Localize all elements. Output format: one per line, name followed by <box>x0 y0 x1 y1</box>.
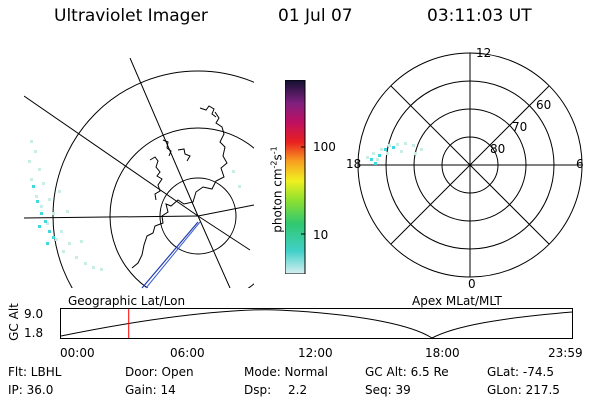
xtick-0600: 06:00 <box>170 346 205 360</box>
dsp-label: Dsp: <box>244 383 272 397</box>
altitude-ylabel: GC Alt <box>7 303 21 341</box>
aurora-emission <box>366 142 423 165</box>
altitude-ymax: 9.0 <box>24 307 44 321</box>
altitude-plot <box>60 308 573 339</box>
coastline <box>131 111 228 269</box>
aurora-emission <box>28 140 241 271</box>
glat-info: GLat: -74.5 <box>487 365 554 379</box>
unit-sup: -2 <box>269 160 279 169</box>
lon-line <box>197 215 231 288</box>
colorbar-tick-label-100: 100 <box>313 140 336 154</box>
mode-info: Mode: Normal <box>244 365 328 379</box>
xtick-1200: 12:00 <box>298 346 333 360</box>
mlt-line <box>390 85 550 245</box>
mlat-label-70: 70 <box>512 120 528 134</box>
lon-line <box>24 215 199 219</box>
ip-info: IP: 36.0 <box>8 383 54 397</box>
mlat-mlt-polar-plot <box>357 52 583 278</box>
unit-text: s <box>270 154 285 161</box>
mlat-label-80: 80 <box>490 142 506 156</box>
colorbar-tick-label-10: 10 <box>313 228 329 242</box>
left-panel-label: Geographic Lat/Lon <box>68 294 186 308</box>
colorbar-unit-label: photon cm-2s-1 <box>270 125 285 255</box>
seq-info: Seq: 39 <box>365 383 411 397</box>
dsp-value: 2.2 <box>288 383 308 397</box>
gc-alt-info: GC Alt: 6.5 Re <box>365 365 449 379</box>
mlt-label-18: 18 <box>346 157 362 171</box>
colorbar <box>285 80 306 274</box>
mlt-label-0: 0 <box>468 277 476 291</box>
lon-line <box>197 215 251 251</box>
time-label: 03:11:03 UT <box>427 6 532 26</box>
unit-sup: -1 <box>269 146 279 155</box>
geographic-map <box>24 58 254 289</box>
coastline <box>149 105 217 201</box>
date-label: 01 Jul 07 <box>278 6 353 26</box>
gain-info: Gain: 14 <box>125 383 176 397</box>
lon-line <box>197 204 254 217</box>
lon-line <box>24 95 199 217</box>
lon-line <box>129 58 199 217</box>
mlt-label-6: 6 <box>576 157 584 171</box>
altitude-ymin: 1.8 <box>24 326 44 340</box>
xtick-0000: 00:00 <box>60 346 95 360</box>
orbit-track <box>145 221 201 289</box>
xtick-1800: 18:00 <box>425 346 460 360</box>
app-title: Ultraviolet Imager <box>54 6 208 26</box>
mlat-label-60: 60 <box>536 98 552 112</box>
lat-circle <box>52 70 254 288</box>
filter-info: Flt: LBHL <box>8 365 62 379</box>
glon-info: GLon: 217.5 <box>487 383 560 397</box>
altitude-curve <box>60 309 573 339</box>
orbit-track <box>141 221 199 289</box>
coastline <box>162 139 191 162</box>
xtick-2359: 23:59 <box>548 346 583 360</box>
right-panel-label: Apex MLat/MLT <box>412 294 502 308</box>
unit-text: photon cm <box>270 168 285 233</box>
door-info: Door: Open <box>125 365 194 379</box>
mlt-label-12: 12 <box>476 46 492 60</box>
lat-circle <box>109 127 254 288</box>
